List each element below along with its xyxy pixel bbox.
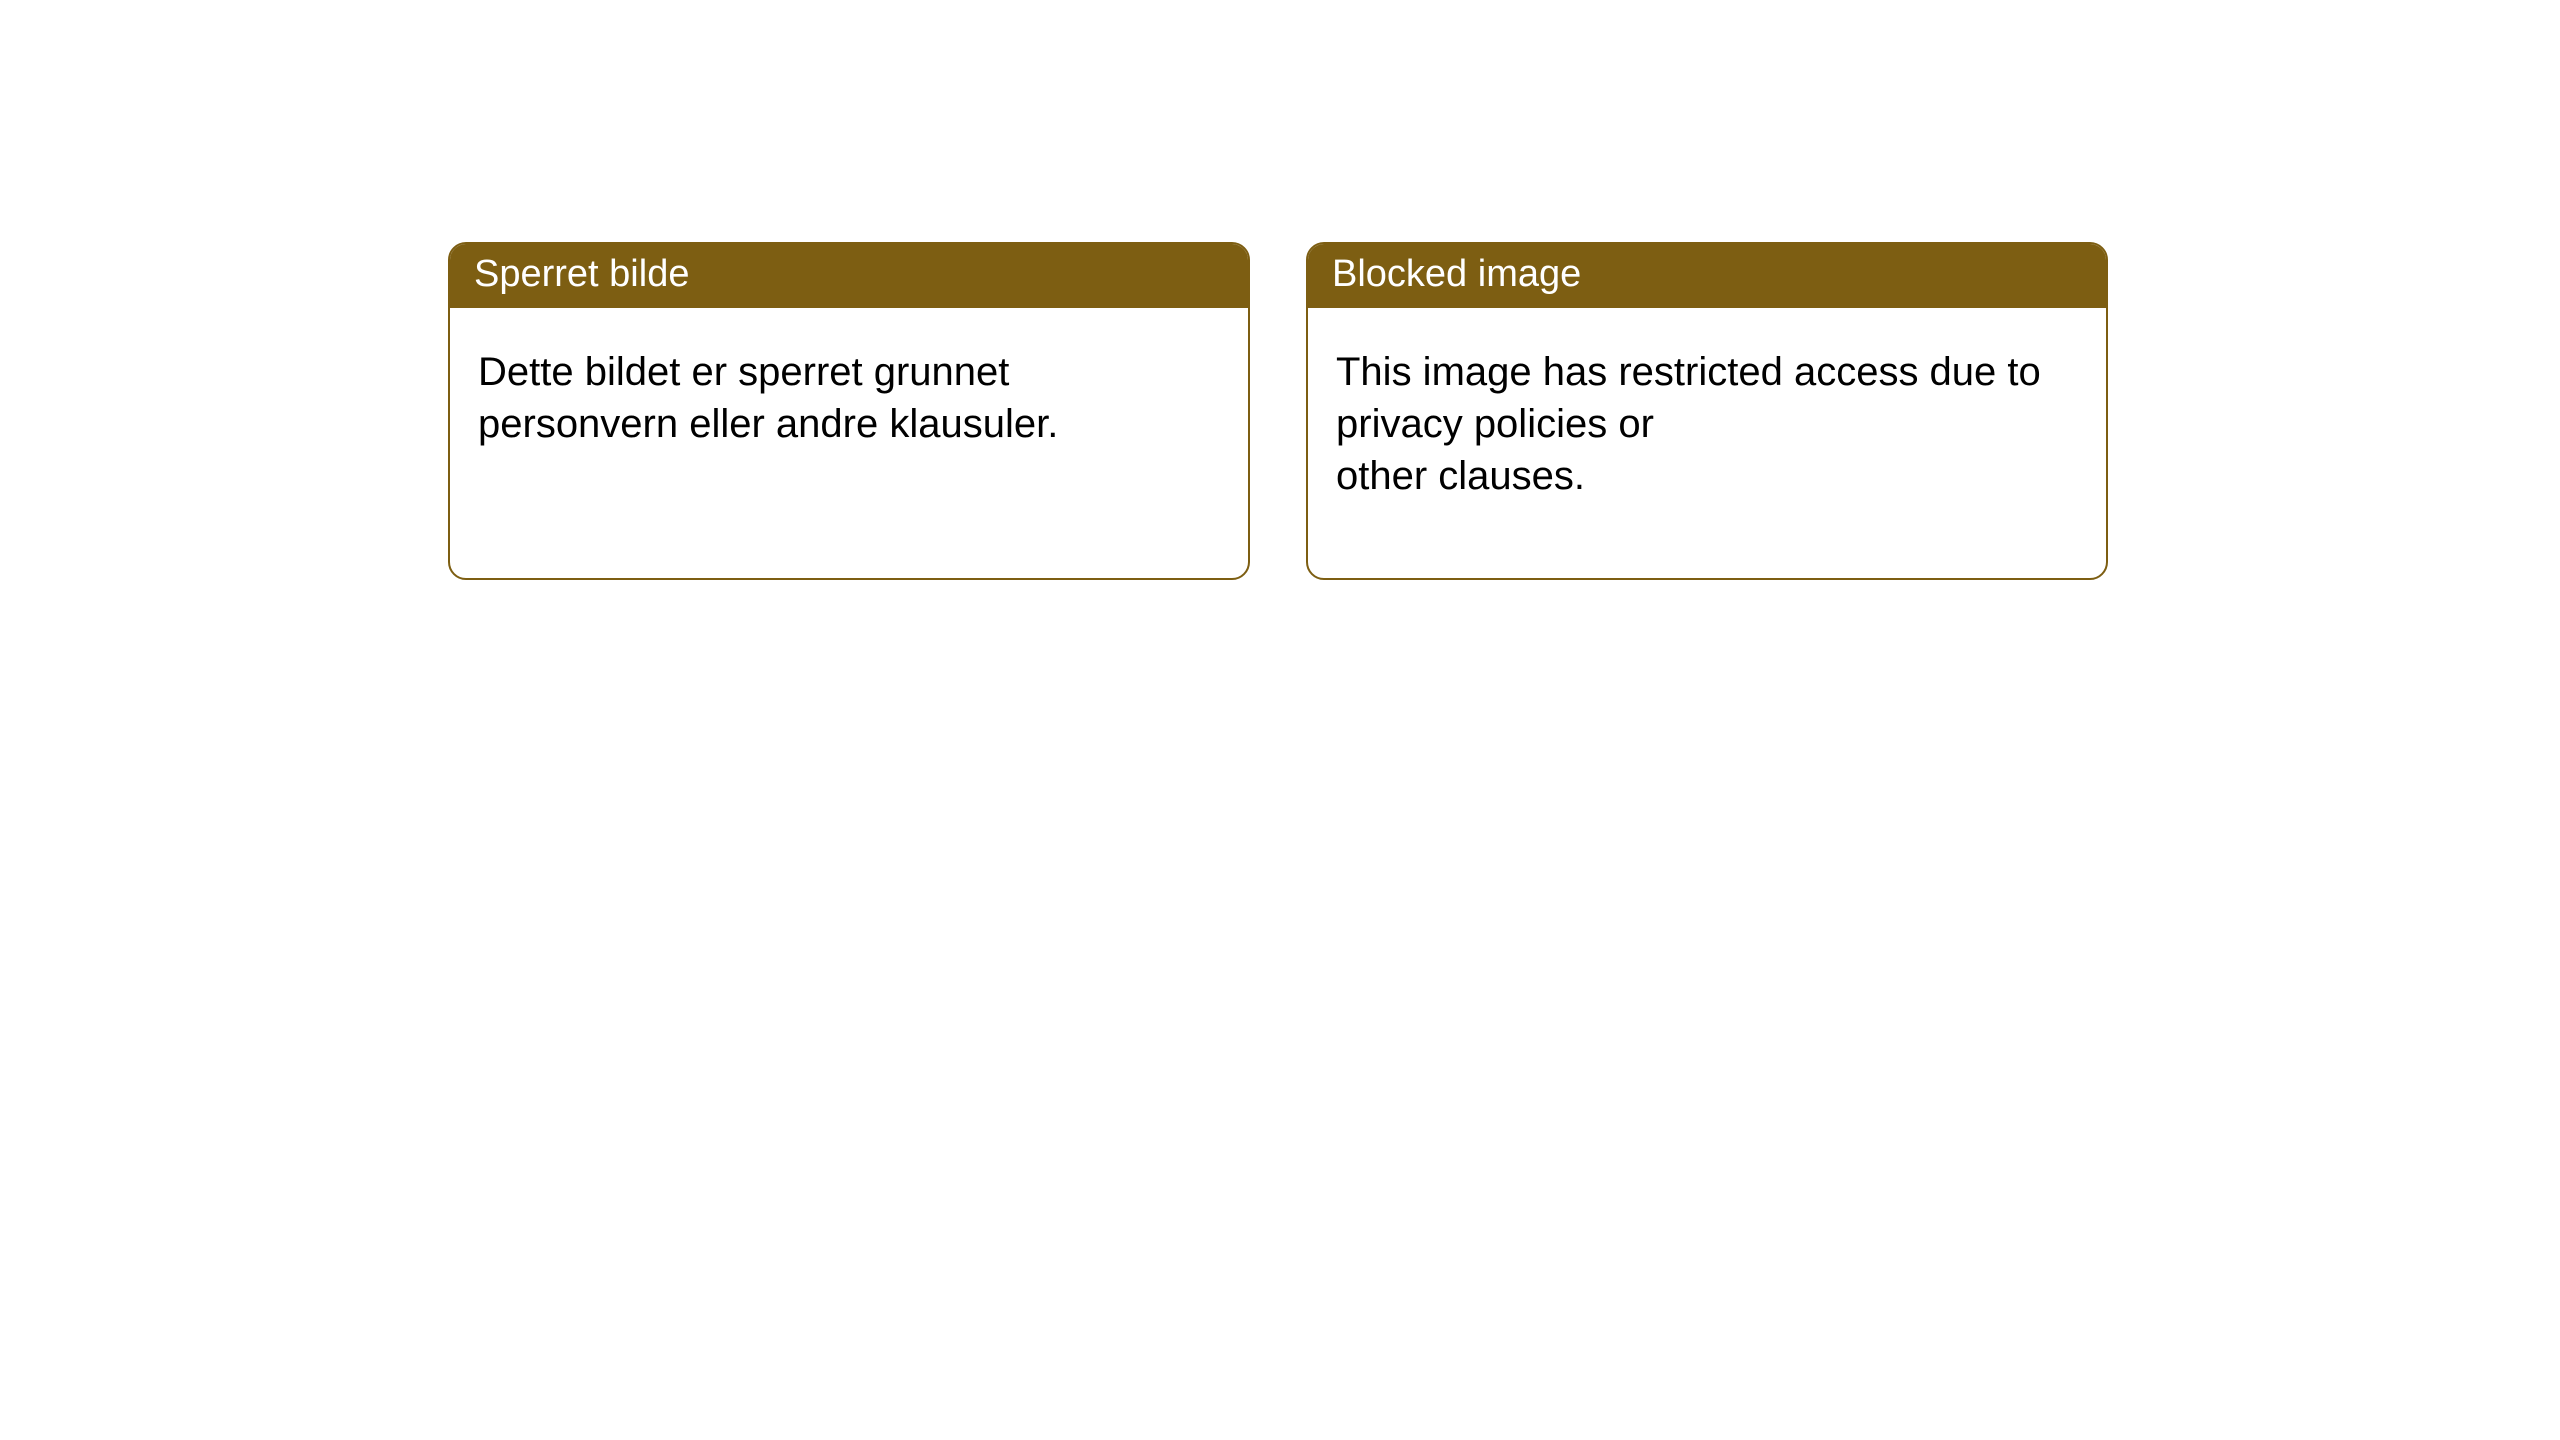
card-body-no: Dette bildet er sperret grunnet personve… <box>450 308 1248 578</box>
card-container: Sperret bilde Dette bildet er sperret gr… <box>0 0 2560 580</box>
blocked-image-card-en: Blocked image This image has restricted … <box>1306 242 2108 580</box>
card-body-en: This image has restricted access due to … <box>1308 308 2106 578</box>
card-header-en: Blocked image <box>1308 244 2106 308</box>
blocked-image-card-no: Sperret bilde Dette bildet er sperret gr… <box>448 242 1250 580</box>
card-header-no: Sperret bilde <box>450 244 1248 308</box>
